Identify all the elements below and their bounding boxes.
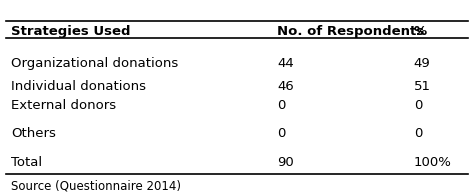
Text: Others: Others bbox=[11, 127, 55, 140]
Text: 0: 0 bbox=[414, 98, 422, 112]
Text: Organizational donations: Organizational donations bbox=[11, 57, 178, 70]
Text: External donors: External donors bbox=[11, 98, 116, 112]
Text: Strategies Used: Strategies Used bbox=[11, 25, 130, 38]
Text: Individual donations: Individual donations bbox=[11, 80, 146, 93]
Text: Total: Total bbox=[11, 156, 42, 169]
Text: 90: 90 bbox=[277, 156, 294, 169]
Text: 100%: 100% bbox=[414, 156, 452, 169]
Text: 0: 0 bbox=[414, 127, 422, 140]
Text: 49: 49 bbox=[414, 57, 430, 70]
Text: 0: 0 bbox=[277, 98, 285, 112]
Text: 51: 51 bbox=[414, 80, 431, 93]
Text: No. of Respondents: No. of Respondents bbox=[277, 25, 424, 38]
Text: %: % bbox=[414, 25, 427, 38]
Text: 46: 46 bbox=[277, 80, 294, 93]
Text: 0: 0 bbox=[277, 127, 285, 140]
Text: Source (Questionnaire 2014): Source (Questionnaire 2014) bbox=[11, 179, 181, 192]
Text: 44: 44 bbox=[277, 57, 294, 70]
